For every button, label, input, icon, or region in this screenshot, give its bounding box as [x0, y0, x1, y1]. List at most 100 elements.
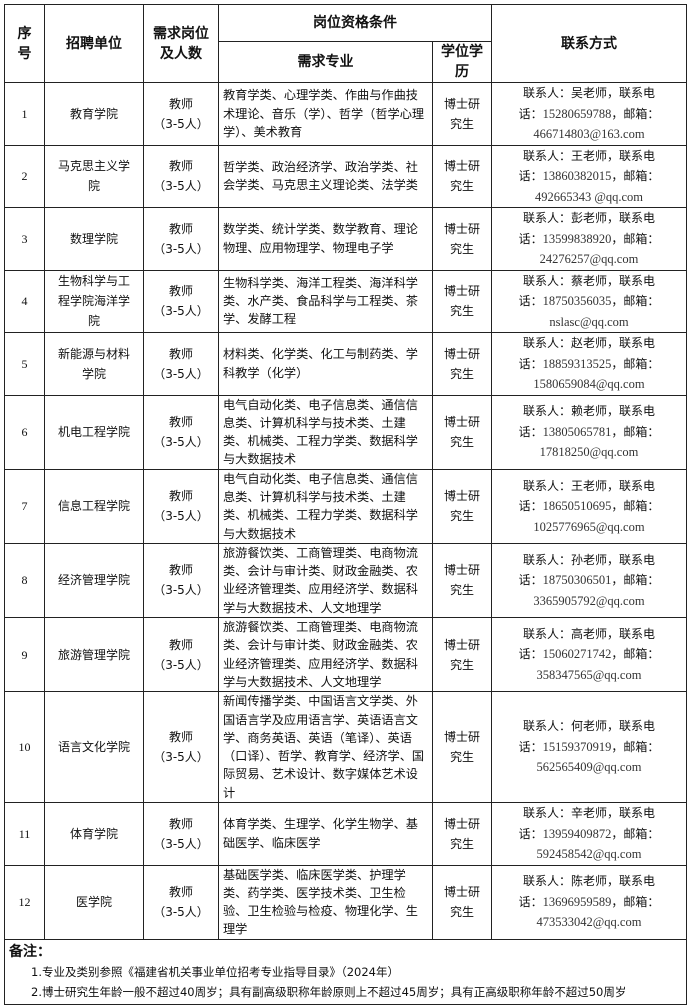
post-count: （3-5人）: [153, 179, 209, 194]
contact-person: 联系人：高老师，联系电话：: [518, 626, 655, 662]
row-major: 体育学类、生理学、化学生物学、基础医学、临床医学: [218, 802, 433, 866]
row-post: 教师 （3-5人）: [143, 207, 219, 271]
contact-person: 联系人：孙老师，联系电话：: [518, 552, 655, 588]
row-unit: 新能源与材料学院: [44, 332, 144, 396]
contact-mail-label: ，邮箱：: [611, 894, 660, 909]
contact-email[interactable]: 466714803@163.com: [533, 127, 645, 141]
row-major: 哲学类、政治经济学、政治学类、社会学类、马克思主义理论类、法学类: [218, 144, 433, 208]
contact-mail-label: ，邮箱：: [611, 294, 660, 308]
contact-phone: 13860382015: [542, 169, 612, 183]
post-count: （3-5人）: [153, 583, 209, 598]
post-title: 教师: [168, 415, 193, 430]
post-title: 教师: [168, 96, 193, 111]
contact-phone: 13959409872: [542, 826, 612, 841]
row-unit: 信息工程学院: [44, 468, 144, 544]
contact-email[interactable]: 24276257@qq.com: [539, 252, 639, 266]
post-count: （3-5人）: [153, 304, 209, 319]
row-unit: 旅游管理学院: [44, 617, 144, 693]
note-item: 1.专业及类别参照《福建省机关事业单位招考专业指导目录》（2024年）: [31, 964, 399, 979]
row-major: 旅游餐饮类、工商管理类、电商物流类、会计与审计类、财政金融类、农业经济管理类、应…: [218, 617, 433, 693]
contact-email[interactable]: 3365905792@qq.com: [533, 593, 645, 608]
contact-email[interactable]: 492665343 @qq.com: [534, 189, 644, 204]
header-degree: 学位学历: [432, 41, 492, 83]
post-count: （3-5人）: [153, 836, 209, 851]
row-seq: 2: [4, 144, 45, 208]
contact-email[interactable]: 592458542@qq.com: [536, 847, 642, 862]
contact-mail-label: ，邮箱：: [611, 826, 660, 841]
post-count: （3-5人）: [153, 116, 209, 131]
row-seq: 4: [4, 269, 45, 333]
post-title: 教师: [168, 159, 193, 174]
row-degree: 博士研究生: [432, 691, 492, 804]
contact-mail-label: ，邮箱：: [611, 356, 660, 371]
header-major: 需求专业: [218, 41, 433, 83]
header-qualification: 岗位资格条件: [218, 4, 492, 42]
contact-email[interactable]: 1025776965@qq.com: [533, 519, 645, 534]
row-seq: 1: [4, 82, 45, 146]
row-contact: 联系人：赖老师，联系电话：13805065781，邮箱： 17818250@qq.…: [491, 394, 687, 470]
header-unit: 招聘单位: [44, 4, 144, 83]
contact-phone: 15280659788: [542, 106, 612, 121]
contact-phone: 18750306501: [542, 573, 612, 588]
post-title: 教师: [168, 816, 193, 831]
contact-email[interactable]: 358347565@qq.com: [536, 667, 642, 682]
contact-person: 联系人：吴老师，联系电话：: [518, 86, 655, 121]
contact-email[interactable]: 562565409@qq.com: [536, 760, 642, 775]
table-row: 2 马克思主义学院 教师 （3-5人） 哲学类、政治经济学、政治学类、社会学类、马克思主…: [4, 144, 687, 208]
contact-email[interactable]: 1580659084@qq.com: [533, 377, 645, 391]
table-row: 12 医学院 教师 （3-5人） 基础医学类、临床医学类、护理学类、药学类、医学技术类、…: [4, 864, 687, 940]
contact-phone: 18859313525: [542, 356, 612, 371]
row-unit: 语言文化学院: [44, 691, 144, 804]
contact-person: 联系人：彭老师，联系电话：: [518, 211, 655, 246]
contact-mail-label: ，邮箱：: [611, 231, 660, 246]
row-contact: 联系人：王老师，联系电话：18650510695，邮箱： 1025776965@q…: [491, 468, 687, 544]
row-unit: 机电工程学院: [44, 394, 144, 470]
row-unit: 体育学院: [44, 802, 144, 866]
table-row: 8 经济管理学院 教师 （3-5人） 旅游餐饮类、工商管理类、电商物流类、会计与审计类、…: [4, 542, 687, 619]
row-major: 电气自动化类、电子信息类、通信信息类、计算机科学与技术类、土建类、机械类、工程力…: [218, 468, 433, 544]
row-major: 数学类、统计学类、数学教育、理论物理、应用物理学、物理电子学: [218, 207, 433, 271]
post-title: 教师: [168, 563, 193, 578]
row-seq: 7: [4, 468, 45, 544]
contact-person: 联系人：何老师，联系电话：: [518, 719, 655, 754]
row-contact: 联系人：高老师，联系电话：15060271742，邮箱： 358347565@qq…: [491, 617, 687, 693]
row-degree: 博士研究生: [432, 394, 492, 470]
row-contact: 联系人：赵老师，联系电话：18859313525，邮箱： 1580659084@q…: [491, 332, 687, 396]
table-row: 11 体育学院 教师 （3-5人） 体育学类、生理学、化学生物学、基础医学、临床医学 博士…: [4, 802, 687, 866]
row-contact: 联系人：王老师，联系电话：13860382015，邮箱： 492665343 @q…: [491, 144, 687, 208]
row-post: 教师 （3-5人）: [143, 802, 219, 866]
contact-email[interactable]: 473533042@qq.com: [536, 915, 642, 930]
row-degree: 博士研究生: [432, 468, 492, 544]
post-title: 教师: [168, 489, 193, 504]
row-post: 教师 （3-5人）: [143, 332, 219, 396]
row-post: 教师 （3-5人）: [143, 691, 219, 804]
row-unit: 医学院: [44, 864, 144, 940]
row-major: 基础医学类、临床医学类、护理学类、药学类、医学技术类、卫生检验、卫生检验与检疫、…: [218, 864, 433, 940]
post-count: （3-5人）: [153, 750, 209, 765]
post-count: （3-5人）: [153, 366, 209, 381]
notes-title: 备注：: [9, 943, 51, 960]
contact-email[interactable]: 17818250@qq.com: [539, 445, 639, 460]
post-count: （3-5人）: [153, 905, 209, 920]
contact-mail-label: ，邮箱：: [611, 647, 660, 662]
contact-email[interactable]: nslasc@qq.com: [549, 314, 629, 329]
table-row: 4 生物科学与工程学院海洋学院 教师 （3-5人） 生物科学类、海洋工程类、海洋科学类、…: [4, 269, 687, 333]
row-contact: 联系人：彭老师，联系电话：13599838920，邮箱： 24276257@qq.…: [491, 207, 687, 271]
contact-phone: 13599838920: [542, 231, 612, 246]
row-major: 旅游餐饮类、工商管理类、电商物流类、会计与审计类、财政金融类、农业经济管理类、应…: [218, 542, 433, 619]
row-contact: 联系人：蔡老师，联系电话：18750356035，邮箱： nslasc@qq.co…: [491, 269, 687, 333]
row-seq: 5: [4, 332, 45, 396]
row-seq: 3: [4, 207, 45, 271]
row-contact: 联系人：吴老师，联系电话：15280659788，邮箱： 466714803@16…: [491, 82, 687, 146]
table-row: 10 语言文化学院 教师 （3-5人） 新闻传播学类、中国语言文学类、外国语言学及应用语…: [4, 691, 687, 804]
row-seq: 6: [4, 394, 45, 470]
row-post: 教师 （3-5人）: [143, 542, 219, 619]
contact-person: 联系人：陈老师，联系电话：: [518, 874, 655, 909]
contact-mail-label: ，邮箱：: [611, 106, 660, 121]
row-unit: 经济管理学院: [44, 542, 144, 619]
header-post: 需求岗位及人数: [143, 4, 219, 83]
row-degree: 博士研究生: [432, 207, 492, 271]
row-post: 教师 （3-5人）: [143, 269, 219, 333]
row-contact: 联系人：何老师，联系电话：15159370919，邮箱： 562565409@qq…: [491, 691, 687, 804]
table-row: 7 信息工程学院 教师 （3-5人） 电气自动化类、电子信息类、通信信息类、计算机科学与…: [4, 468, 687, 544]
